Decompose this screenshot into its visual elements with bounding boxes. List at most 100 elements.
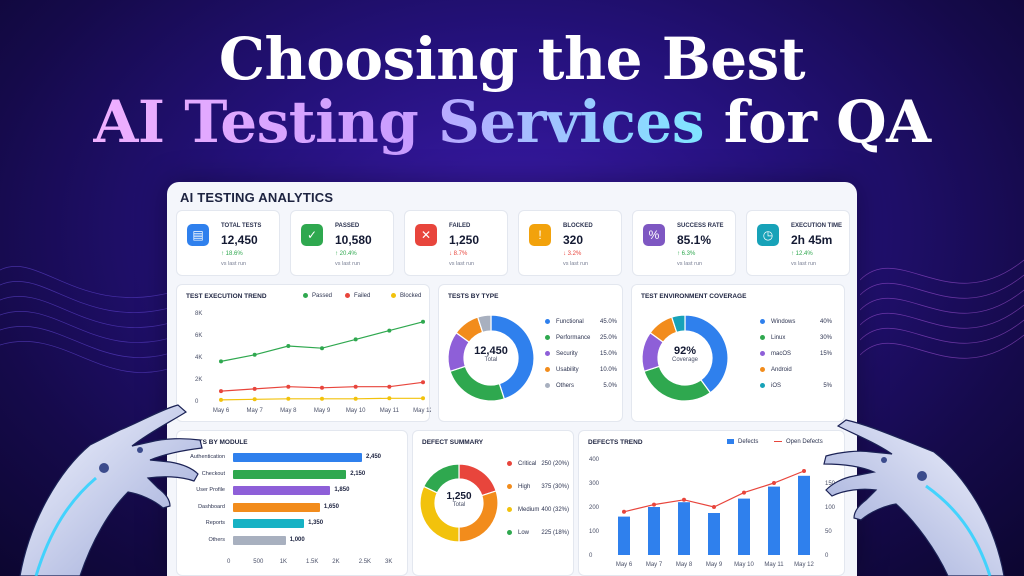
kpi-change: ↑ 6.3% (677, 251, 696, 257)
env-coverage-center: 92% Coverage (655, 345, 715, 363)
legend-dot (391, 293, 396, 298)
legend-dot (760, 351, 765, 356)
module-bar-value: 2,150 (350, 470, 366, 477)
defect-summary-center: 1,250 Total (429, 491, 489, 508)
env-legend-item: macOS 15% (760, 351, 832, 357)
legend-label: Usability (556, 367, 579, 374)
module-bar[interactable] (233, 535, 286, 545)
kpi-card-execution-time[interactable]: ◷ EXECUTION TIME 2h 45m ↑ 12.4% vs last run (746, 210, 850, 276)
legend-value: 225 (18%) (541, 530, 569, 536)
data-point-failed (252, 386, 257, 391)
data-point-blocked (421, 396, 425, 401)
module-bar-value: 1,650 (323, 503, 339, 510)
legend-label: Linux (771, 335, 786, 342)
clock-icon: ◷ (757, 224, 779, 246)
data-point-passed (353, 337, 358, 342)
headline-line-1: Choosing the Best (218, 25, 806, 93)
kpi-subtext: vs last run (791, 261, 817, 267)
x-tick-label: May 7 (246, 408, 263, 414)
y-left-tick-label: 200 (589, 505, 600, 511)
defect-legend-item: Critical 250 (20%) (507, 461, 569, 467)
data-point-passed (387, 328, 392, 333)
open-defects-point (682, 497, 686, 502)
data-point-passed (219, 359, 223, 364)
legend-label: Others (556, 383, 575, 390)
env-coverage-slice-4 (670, 314, 686, 334)
type-legend-item: Performance 25.0% (545, 335, 617, 341)
x-tick-label: May 11 (380, 408, 400, 414)
kpi-card-failed[interactable]: ✕ FAILED 1,250 ↓ 8.7% vs last run (404, 210, 508, 276)
tests-by-type-panel: TESTS BY TYPE 12,450 Total Functional 45.… (438, 284, 623, 422)
headline-services: Services (438, 88, 704, 157)
env-legend-item: Windows 40% (760, 319, 832, 325)
data-point-passed (421, 319, 425, 324)
module-bar[interactable] (233, 453, 362, 462)
defect-summary-donut (419, 463, 499, 543)
shield-icon: ! (529, 224, 551, 246)
kpi-card-total-tests[interactable]: ▤ TOTAL TESTS 12,450 ↑ 18.6% vs last run (176, 210, 280, 276)
tests-by-type-donut (447, 314, 535, 402)
headline-ai-testing: AI Testing (93, 88, 419, 157)
legend-label: macOS (771, 351, 792, 358)
legend-dot (507, 507, 512, 512)
y-left-tick-label: 0 (589, 553, 593, 559)
y-left-tick-label: 400 (589, 457, 600, 463)
legend-value: 25.0% (599, 335, 617, 341)
kpi-change: ↑ 12.4% (791, 251, 813, 257)
x-tick-label: May 6 (616, 562, 633, 568)
kpi-label: SUCCESS RATE (677, 223, 724, 229)
defects-trend-panel: DEFECTS TREND Defects Open Defects 400 20… (578, 430, 845, 576)
kpi-change: ↓ 3.2% (563, 251, 582, 257)
defects-bar (738, 498, 750, 555)
module-bar-label: Checkout (201, 470, 225, 477)
module-bar[interactable] (233, 469, 347, 479)
kpi-card-blocked[interactable]: ! BLOCKED 320 ↓ 3.2% vs last run (518, 210, 622, 276)
legend-label: Passed (312, 293, 333, 300)
y-tick-label: 4K (195, 355, 202, 361)
headline-for-qa: for QA (723, 88, 931, 157)
background-wave-left (0, 265, 180, 373)
legend-dot (545, 351, 550, 356)
kpi-subtext: vs last run (449, 261, 475, 267)
kpi-card-passed[interactable]: ✓ PASSED 10,580 ↑ 20.4% vs last run (290, 210, 394, 276)
legend-dot (760, 383, 765, 388)
tests-by-type-center: 12,450 Total (461, 345, 521, 363)
data-point-failed (353, 384, 358, 389)
x-tick-label: May 8 (676, 562, 693, 568)
defect-legend-item: Low 225 (18%) (507, 530, 569, 536)
x-tick-label: 2K (332, 559, 340, 565)
x-tick-label: May 12 (413, 408, 431, 414)
x-tick-label: May 12 (794, 562, 814, 568)
y-left-tick-label: 300 (589, 481, 600, 487)
kpi-change: ↓ 8.7% (449, 251, 468, 257)
y-left-tick-label: 100 (589, 529, 600, 535)
module-bar-value: 1,850 (334, 487, 350, 493)
execution-trend-title: TEST EXECUTION TREND (186, 293, 267, 300)
data-point-blocked (252, 397, 257, 402)
legend-value: 45.0% (599, 319, 617, 325)
module-bar[interactable] (233, 486, 331, 495)
legend-open-defects-swatch (774, 440, 783, 443)
env-legend-item: Linux 30% (760, 335, 832, 341)
x-tick-label: May 11 (764, 562, 784, 568)
module-bar[interactable] (233, 502, 320, 512)
kpi-card-success-rate[interactable]: % SUCCESS RATE 85.1% ↑ 6.3% vs last run (632, 210, 736, 276)
defect-summary-panel: DEFECT SUMMARY 1,250 Total Critical 250 (… (412, 430, 574, 576)
x-tick-label: 500 (253, 559, 264, 565)
legend-label: Blocked (400, 293, 422, 300)
data-point-blocked (320, 396, 324, 401)
module-bar-label: Others (208, 536, 225, 543)
legend-label: Windows (771, 319, 796, 326)
x-tick-label: 2.5K (358, 559, 372, 565)
legend-dot (303, 293, 308, 298)
module-bar[interactable] (233, 519, 305, 528)
legend-label: Medium (518, 507, 540, 514)
defects-trend-legend: Defects Open Defects (727, 439, 823, 445)
legend-dot (545, 367, 550, 372)
kpi-value: 1,250 (449, 233, 480, 247)
legend-dot (507, 461, 512, 466)
legend-value: 250 (20%) (541, 461, 569, 467)
x-tick-label: May 10 (734, 562, 754, 568)
legend-label: Security (556, 351, 578, 358)
x-tick-label: 0 (227, 559, 231, 565)
